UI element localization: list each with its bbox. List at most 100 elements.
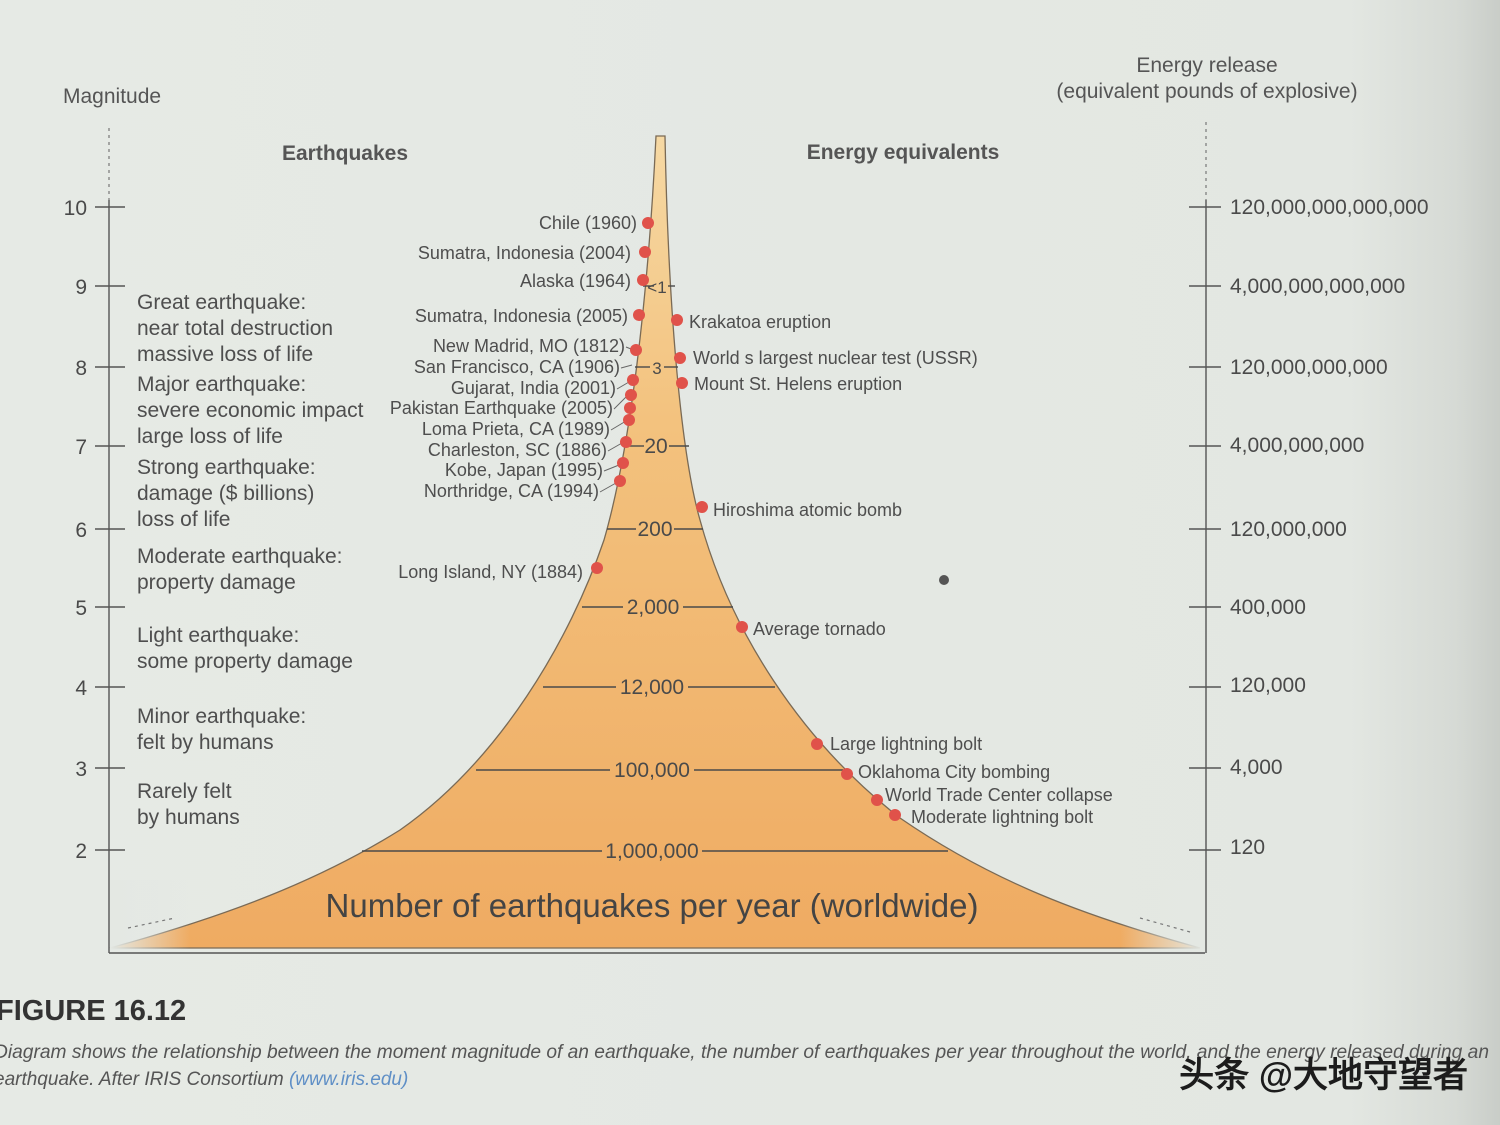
energy-equivalents-header: Energy equivalents	[807, 141, 1000, 164]
caption-link[interactable]: (www.iris.edu)	[289, 1069, 408, 1090]
frequency-bands: <1 3 20 200 2,000 12,000 100,000 1,000,0…	[362, 278, 948, 863]
energy-tick-label: 120,000	[1230, 674, 1306, 697]
base-label: Number of earthquakes per year (worldwid…	[326, 887, 979, 924]
event-dot	[620, 436, 632, 448]
energy-tick-label: 120,000,000	[1230, 518, 1347, 541]
count-label: 12,000	[620, 676, 684, 699]
description-line: Light earthquake:	[137, 624, 299, 647]
event-dot	[736, 621, 748, 633]
earthquake-events: Chile (1960) Sumatra, Indonesia (2004) A…	[390, 213, 654, 582]
description-line: Strong earthquake:	[137, 456, 316, 479]
event-label: Large lightning bolt	[830, 734, 982, 754]
event-label: Sumatra, Indonesia (2005)	[415, 306, 628, 326]
description-line: felt by humans	[137, 731, 274, 754]
description-line: damage ($ billions)	[137, 482, 314, 505]
magnitude-tick-label: 5	[75, 597, 87, 620]
event-label: New Madrid, MO (1812)	[433, 336, 625, 356]
event-label: San Francisco, CA (1906)	[414, 357, 620, 377]
energy-tick-label: 120	[1230, 836, 1265, 859]
event-dot	[642, 217, 654, 229]
event-dot	[674, 352, 686, 364]
magnitude-ticks: 10 9 8 7 6 5 4 3 2	[64, 197, 125, 863]
event-label: Krakatoa eruption	[689, 312, 831, 332]
event-label: Mount St. Helens eruption	[694, 374, 902, 394]
event-label: Charleston, SC (1886)	[428, 440, 607, 460]
event-label: Oklahoma City bombing	[858, 762, 1050, 782]
magnitude-tick-label: 7	[75, 436, 87, 459]
event-dot	[624, 402, 636, 414]
caption-line1: Diagram shows the relationship between t…	[0, 1042, 1489, 1063]
count-label: 200	[637, 518, 672, 541]
description-line: loss of life	[137, 508, 230, 531]
event-label: Gujarat, India (2001)	[451, 378, 616, 398]
base-dash-right	[1139, 917, 1191, 933]
count-label: 2,000	[627, 596, 680, 619]
event-dot	[627, 374, 639, 386]
event-label: Hiroshima atomic bomb	[713, 500, 902, 520]
event-label: World Trade Center collapse	[885, 785, 1113, 805]
magnitude-tick-label: 9	[75, 276, 87, 299]
magnitude-tick-label: 2	[75, 840, 87, 863]
count-label: 20	[644, 435, 667, 458]
magnitude-tick-label: 3	[75, 758, 87, 781]
event-dot	[696, 501, 708, 513]
cone-fade-right	[1120, 880, 1205, 950]
event-dot	[625, 389, 637, 401]
description-line: severe economic impact	[137, 399, 364, 422]
event-dot	[871, 794, 883, 806]
event-label: Chile (1960)	[539, 213, 637, 233]
event-dot	[623, 414, 635, 426]
energy-tick-label: 4,000,000,000,000	[1230, 275, 1405, 298]
count-label: <1	[647, 278, 666, 297]
event-label: Sumatra, Indonesia (2004)	[418, 243, 631, 263]
description-line: Rarely felt	[137, 780, 232, 803]
magnitude-tick-label: 6	[75, 519, 87, 542]
description-line: some property damage	[137, 650, 353, 673]
event-leader	[603, 464, 620, 472]
description-line: Moderate earthquake:	[137, 545, 342, 568]
count-label: 100,000	[614, 759, 690, 782]
event-dot	[639, 246, 651, 258]
cone-fade-left	[110, 880, 190, 950]
event-dot	[671, 314, 683, 326]
energy-axis-label-line2: (equivalent pounds of explosive)	[1056, 80, 1357, 103]
event-leader	[613, 395, 628, 410]
event-dot	[811, 738, 823, 750]
description-line: Minor earthquake:	[137, 705, 306, 728]
base-dash-left	[127, 917, 176, 929]
energy-axis-label-line1: Energy release	[1136, 54, 1277, 77]
description-line: massive loss of life	[137, 343, 313, 366]
count-label: 3	[652, 359, 661, 378]
event-label: Moderate lightning bolt	[911, 807, 1093, 827]
energy-tick-label: 400,000	[1230, 596, 1306, 619]
event-dot	[841, 768, 853, 780]
description-line: Great earthquake:	[137, 291, 306, 314]
magnitude-axis-label: Magnitude	[63, 85, 161, 108]
energy-tick-label: 4,000,000,000	[1230, 434, 1364, 457]
caption-line2: earthquake. After IRIS Consortium (www.i…	[0, 1069, 408, 1090]
earthquakes-header: Earthquakes	[282, 142, 408, 165]
event-dot	[637, 274, 649, 286]
magnitude-tick-label: 10	[64, 197, 87, 220]
watermark: 头条 @大地守望者	[1179, 1056, 1468, 1095]
event-label: Alaska (1964)	[520, 271, 631, 291]
event-leader	[620, 364, 633, 369]
energy-ticks: 120,000,000,000,000 4,000,000,000,000 12…	[1189, 196, 1429, 859]
magnitude-tick-label: 4	[75, 677, 87, 700]
event-label: Kobe, Japan (1995)	[445, 460, 603, 480]
event-label: Long Island, NY (1884)	[398, 562, 583, 582]
event-dot	[617, 457, 629, 469]
description-line: Major earthquake:	[137, 373, 306, 396]
event-label: Average tornado	[753, 619, 886, 639]
magnitude-tick-label: 8	[75, 357, 87, 380]
event-dot	[889, 809, 901, 821]
event-leader	[610, 420, 627, 431]
event-dot	[614, 475, 626, 487]
event-dot	[676, 377, 688, 389]
event-label: Loma Prieta, CA (1989)	[422, 419, 610, 439]
event-dot	[591, 562, 603, 574]
description-line: property damage	[137, 571, 296, 594]
event-leader	[607, 442, 623, 452]
